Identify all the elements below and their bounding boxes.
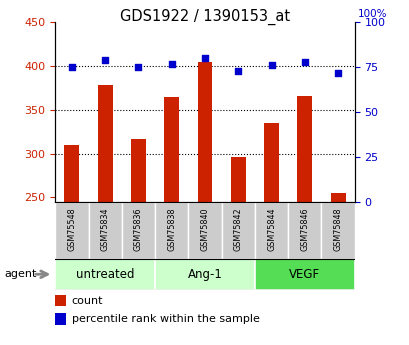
Point xyxy=(234,68,241,73)
Bar xyxy=(121,202,155,259)
Bar xyxy=(254,202,288,259)
Bar xyxy=(197,62,212,202)
Bar xyxy=(321,202,354,259)
Point xyxy=(168,61,175,67)
Bar xyxy=(288,202,321,259)
Bar xyxy=(155,202,188,259)
Point xyxy=(301,59,307,65)
Text: GDS1922 / 1390153_at: GDS1922 / 1390153_at xyxy=(120,9,289,25)
Bar xyxy=(131,139,146,202)
Point xyxy=(69,65,75,70)
Point xyxy=(267,63,274,68)
Bar xyxy=(155,259,254,290)
Bar xyxy=(263,123,278,202)
Point xyxy=(135,65,142,70)
Bar xyxy=(88,202,121,259)
Text: count: count xyxy=(72,296,103,306)
Text: 100%: 100% xyxy=(357,9,386,19)
Text: VEGF: VEGF xyxy=(288,268,319,281)
Bar xyxy=(297,96,312,202)
Point xyxy=(201,56,208,61)
Text: Ang-1: Ang-1 xyxy=(187,268,222,281)
Text: GSM75844: GSM75844 xyxy=(266,207,275,251)
Bar xyxy=(97,85,112,202)
Text: GSM75834: GSM75834 xyxy=(101,207,110,251)
Text: untreated: untreated xyxy=(76,268,134,281)
Text: GSM75848: GSM75848 xyxy=(333,207,342,251)
Text: GSM75548: GSM75548 xyxy=(67,207,76,251)
Bar xyxy=(164,97,179,202)
Bar xyxy=(55,202,88,259)
Bar xyxy=(230,157,245,202)
Bar xyxy=(221,202,254,259)
Text: agent: agent xyxy=(4,269,36,279)
Text: GSM75842: GSM75842 xyxy=(233,207,242,251)
Bar xyxy=(55,259,155,290)
Text: percentile rank within the sample: percentile rank within the sample xyxy=(72,314,259,324)
Text: GSM75838: GSM75838 xyxy=(167,207,176,251)
Point xyxy=(102,57,108,63)
Point xyxy=(334,70,340,76)
Bar xyxy=(330,193,345,202)
Bar xyxy=(64,145,79,202)
Text: GSM75840: GSM75840 xyxy=(200,207,209,251)
Bar xyxy=(55,295,66,306)
Text: GSM75846: GSM75846 xyxy=(299,207,308,251)
Bar xyxy=(188,202,221,259)
Bar xyxy=(254,259,354,290)
Text: GSM75836: GSM75836 xyxy=(134,207,143,251)
Bar xyxy=(55,313,66,325)
